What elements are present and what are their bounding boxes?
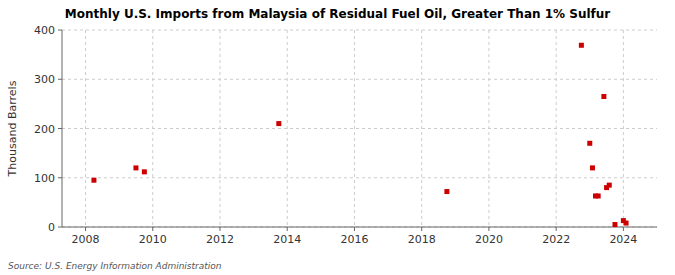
grid-line	[488, 30, 489, 227]
y-tick-label: 200	[34, 123, 55, 136]
point	[579, 43, 584, 48]
y-axis-label: Thousand Barrels	[6, 80, 19, 177]
y-tick-label: 0	[48, 221, 55, 234]
point	[590, 165, 595, 170]
x-tick-label: 2018	[408, 233, 436, 246]
grid-line	[62, 79, 657, 80]
x-tick	[152, 227, 153, 231]
grid-line	[421, 30, 422, 227]
x-tick-label: 2022	[542, 233, 570, 246]
point	[607, 183, 612, 188]
y-tick	[58, 128, 62, 129]
grid-line	[287, 30, 288, 227]
point	[142, 169, 147, 174]
grid-line	[62, 227, 657, 228]
x-tick-label: 2020	[475, 233, 503, 246]
point	[133, 165, 138, 170]
y-tick	[58, 177, 62, 178]
grid-line	[62, 177, 657, 178]
point	[91, 178, 96, 183]
x-tick	[488, 227, 489, 231]
y-tick-label: 400	[34, 24, 55, 37]
points	[91, 43, 628, 227]
x-tick-label: 2010	[139, 233, 167, 246]
y-tick	[58, 79, 62, 80]
point	[601, 94, 606, 99]
x-tick	[556, 227, 557, 231]
point	[624, 221, 629, 226]
x-tick-label: 2024	[609, 233, 637, 246]
x-tick	[287, 227, 288, 231]
point	[596, 193, 601, 198]
x-tick	[623, 227, 624, 231]
grid-line	[62, 128, 657, 129]
grid-line	[556, 30, 557, 227]
source-note: Source: U.S. Energy Information Administ…	[8, 261, 222, 271]
point	[444, 189, 449, 194]
chart: 2008 2010 2012 2014 2016 2018 2020 2022 2024 0 100…	[0, 0, 675, 275]
y-tick	[58, 227, 62, 228]
grid-line	[623, 30, 624, 227]
grid-line	[219, 30, 220, 227]
point	[276, 121, 281, 126]
axes: 2008 2010 2012 2014 2016 2018 2020 2022 2024 0 100…	[34, 24, 657, 246]
x-tick	[85, 227, 86, 231]
grid-line	[62, 30, 657, 31]
x-tick-label: 2012	[206, 233, 234, 246]
point	[612, 222, 617, 227]
grid	[62, 30, 657, 227]
grid-line	[152, 30, 153, 227]
x-axis-line	[62, 227, 657, 228]
x-tick	[354, 227, 355, 231]
grid-line	[354, 30, 355, 227]
x-tick-label: 2016	[340, 233, 368, 246]
x-tick	[219, 227, 220, 231]
x-tick	[421, 227, 422, 231]
title: Monthly U.S. Imports from Malaysia of Re…	[65, 7, 611, 21]
x-tick-label: 2008	[72, 233, 100, 246]
x-tick-label: 2014	[273, 233, 301, 246]
y-tick	[58, 30, 62, 31]
y-tick-label: 300	[34, 73, 55, 86]
grid-line	[85, 30, 86, 227]
y-tick-label: 100	[34, 172, 55, 185]
point	[587, 141, 592, 146]
